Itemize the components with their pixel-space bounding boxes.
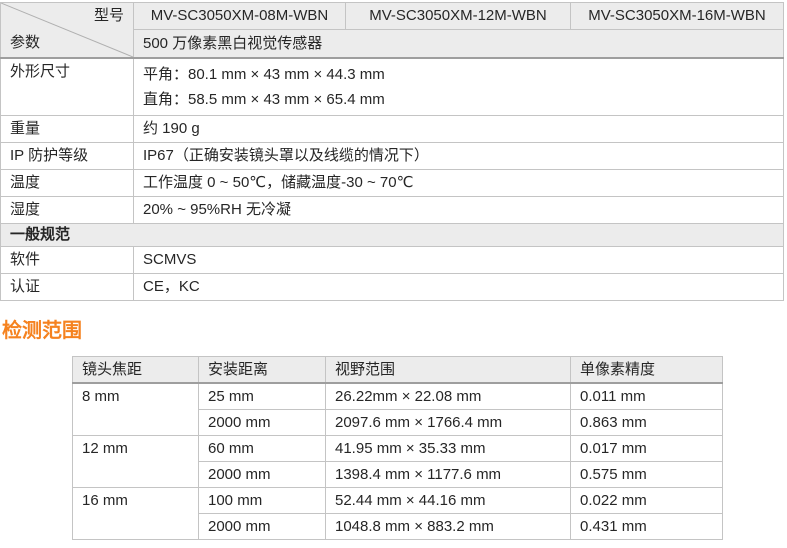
pixel-accuracy-cell: 0.017 mm bbox=[570, 435, 723, 462]
spec-label-cell: 重量 bbox=[0, 115, 134, 143]
install-distance-cell: 2000 mm bbox=[198, 513, 326, 540]
diagonal-divider bbox=[1, 3, 132, 57]
spec-value-cell: 20% ~ 95%RH 无冷凝 bbox=[133, 196, 784, 224]
pixel-accuracy-cell: 0.011 mm bbox=[570, 382, 723, 410]
spec-label-cell: 外形尺寸 bbox=[0, 57, 134, 116]
section-row-general-spec: 一般规范 bbox=[0, 223, 784, 247]
field-of-view-cell: 26.22mm × 22.08 mm bbox=[325, 382, 571, 410]
corner-label-model: 型号 bbox=[93, 7, 124, 24]
focal-length-cell: 8 mm bbox=[72, 382, 199, 436]
install-distance-cell: 25 mm bbox=[198, 382, 326, 410]
detection-row: 8 mm 25 mm 26.22mm × 22.08 mm 0.011 mm bbox=[72, 382, 723, 436]
column-header-focal-length: 镜头焦距 bbox=[72, 356, 199, 384]
spec-label-cell: 湿度 bbox=[0, 196, 134, 224]
column-header-field-of-view: 视野范围 bbox=[325, 356, 571, 384]
spec-row-certification: 认证 CE，KC bbox=[0, 273, 784, 301]
spec-row-dimensions: 外形尺寸 平角：80.1 mm × 43 mm × 44.3 mm 直角：58.… bbox=[0, 57, 784, 116]
pixel-accuracy-cell: 0.575 mm bbox=[570, 461, 723, 488]
spec-row-software: 软件 SCMVS bbox=[0, 246, 784, 274]
spec-table: 型号 参数 MV-SC3050XM-08M-WBN MV-SC3050XM-12… bbox=[0, 1, 784, 301]
model-cell-12m: MV-SC3050XM-12M-WBN bbox=[345, 1, 571, 31]
field-of-view-cell: 1398.4 mm × 1177.6 mm bbox=[325, 461, 571, 488]
spec-value-cell: 平角：80.1 mm × 43 mm × 44.3 mm 直角：58.5 mm … bbox=[133, 57, 784, 116]
column-header-install-distance: 安装距离 bbox=[198, 356, 326, 384]
spec-value-cell: SCMVS bbox=[133, 246, 784, 274]
detection-header-row: 镜头焦距 安装距离 视野范围 单像素精度 bbox=[72, 356, 723, 384]
install-distance-cell: 60 mm bbox=[198, 435, 326, 462]
spec-label-cell: 温度 bbox=[0, 169, 134, 197]
detection-row: 2000 mm 1048.8 mm × 883.2 mm 0.431 mm bbox=[73, 513, 723, 540]
focal-length-cell: 12 mm bbox=[72, 435, 199, 488]
dimension-line-flat: 平角：80.1 mm × 43 mm × 44.3 mm bbox=[143, 66, 385, 83]
detection-range-table: 镜头焦距 安装距离 视野范围 单像素精度 8 mm 25 mm 26.22mm … bbox=[72, 356, 723, 540]
pixel-accuracy-cell: 0.022 mm bbox=[570, 487, 723, 514]
install-distance-cell: 2000 mm bbox=[198, 461, 326, 488]
corner-label-param: 参数 bbox=[10, 34, 41, 51]
corner-header-cell: 型号 参数 bbox=[0, 2, 134, 59]
spec-label-cell: IP 防护等级 bbox=[0, 142, 134, 170]
spec-row-humidity: 湿度 20% ~ 95%RH 无冷凝 bbox=[0, 196, 784, 224]
spec-row-ip-rating: IP 防护等级 IP67（正确安装镜头罩以及线缆的情况下） bbox=[0, 142, 784, 170]
focal-length-cell: 16 mm bbox=[72, 487, 199, 540]
model-header-row: 型号 参数 MV-SC3050XM-08M-WBN MV-SC3050XM-12… bbox=[0, 1, 784, 59]
field-of-view-cell: 52.44 mm × 44.16 mm bbox=[325, 487, 571, 514]
field-of-view-cell: 41.95 mm × 35.33 mm bbox=[325, 435, 571, 462]
section-header-cell: 一般规范 bbox=[0, 223, 784, 247]
spec-value-cell: 工作温度 0 ~ 50℃，储藏温度-30 ~ 70℃ bbox=[133, 169, 784, 197]
spec-value-cell: CE，KC bbox=[133, 273, 784, 301]
install-distance-cell: 2000 mm bbox=[198, 409, 326, 436]
param-row: 500 万像素黑白视觉传感器 bbox=[1, 29, 784, 60]
field-of-view-cell: 2097.6 mm × 1766.4 mm bbox=[325, 409, 571, 436]
model-cell-08m: MV-SC3050XM-08M-WBN bbox=[133, 1, 346, 31]
pixel-accuracy-cell: 0.431 mm bbox=[570, 513, 723, 540]
param-value-cell: 500 万像素黑白视觉传感器 bbox=[133, 29, 784, 60]
install-distance-cell: 100 mm bbox=[198, 487, 326, 514]
spec-value-cell: IP67（正确安装镜头罩以及线缆的情况下） bbox=[133, 142, 784, 170]
field-of-view-cell: 1048.8 mm × 883.2 mm bbox=[325, 513, 571, 540]
detection-row: 12 mm 60 mm 41.95 mm × 35.33 mm 0.017 mm bbox=[72, 435, 723, 488]
detection-range-heading: 检测范围 bbox=[2, 320, 82, 342]
spec-label-cell: 认证 bbox=[0, 273, 134, 301]
pixel-accuracy-cell: 0.863 mm bbox=[570, 409, 723, 436]
column-header-pixel-accuracy: 单像素精度 bbox=[570, 356, 723, 384]
spec-value-cell: 约 190 g bbox=[133, 115, 784, 143]
spec-row-weight: 重量 约 190 g bbox=[0, 115, 784, 143]
model-cell-16m: MV-SC3050XM-16M-WBN bbox=[570, 1, 784, 31]
dimension-line-right-angle: 直角：58.5 mm × 43 mm × 65.4 mm bbox=[143, 91, 385, 108]
detection-row: 16 mm 100 mm 52.44 mm × 44.16 mm 0.022 m… bbox=[72, 487, 723, 540]
spec-row-temperature: 温度 工作温度 0 ~ 50℃，储藏温度-30 ~ 70℃ bbox=[0, 169, 784, 197]
spec-label-cell: 软件 bbox=[0, 246, 134, 274]
